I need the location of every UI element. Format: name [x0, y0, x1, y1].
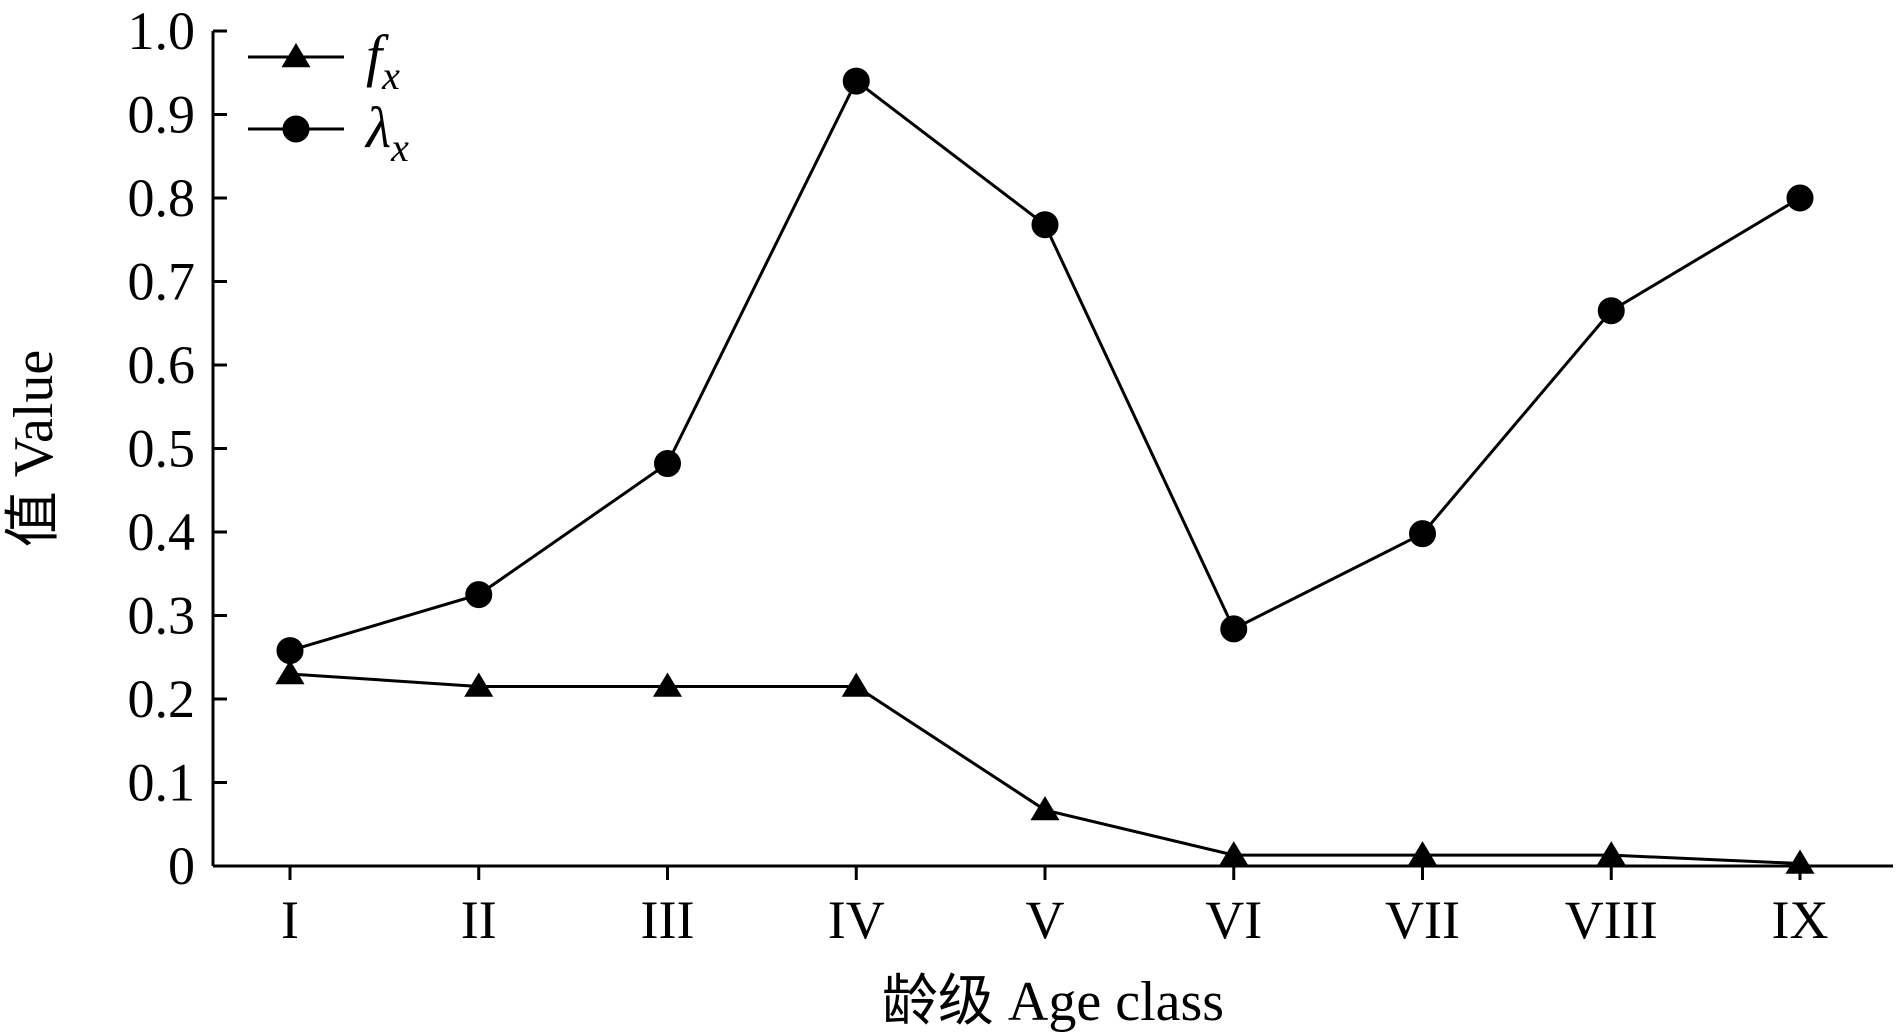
y-tick-label: 0.1: [128, 753, 196, 813]
x-tick-label: V: [1026, 890, 1065, 950]
triangle-marker: [1596, 841, 1626, 866]
series-f-x: [275, 659, 1815, 874]
y-tick-label: 1.0: [128, 1, 196, 61]
y-axis-ticks: 0 0.1 0.2 0.3 0.4 0.5 0.6 0.7 0.8 0.9 1.0: [128, 1, 227, 896]
series-lambda-x: [276, 67, 1814, 665]
legend-label: λx: [364, 95, 409, 170]
y-tick-label: 0: [168, 836, 195, 896]
x-tick-label: IV: [828, 890, 885, 950]
circle-marker: [276, 637, 304, 665]
circle-marker: [1597, 297, 1625, 325]
x-tick-label: IX: [1772, 890, 1829, 950]
series-layer: [275, 67, 1815, 874]
y-tick-label: 0.3: [128, 586, 196, 646]
triangle-marker: [1030, 796, 1060, 821]
triangle-marker: [841, 672, 871, 697]
circle-marker: [654, 450, 681, 478]
triangle-marker: [281, 43, 311, 68]
circle-marker: [842, 67, 870, 95]
y-tick-label: 0.9: [128, 85, 196, 145]
series-line: [289, 672, 1801, 865]
y-tick-label: 0.7: [128, 252, 196, 312]
y-tick-label: 0.2: [128, 669, 196, 729]
x-tick-label: VII: [1385, 890, 1460, 950]
x-axis-ticks: I II III IV V VI VII VIII IX: [281, 866, 1828, 950]
legend-label: fx: [366, 23, 400, 98]
y-tick-label: 0.6: [128, 335, 196, 395]
y-tick-label: 0.4: [128, 502, 196, 562]
legend-entry: fx: [248, 23, 400, 98]
circle-marker: [1031, 211, 1059, 239]
x-tick-label: VI: [1205, 890, 1262, 950]
x-tick-label: II: [461, 890, 497, 950]
y-tick-label: 0.8: [128, 168, 196, 228]
y-axis-title: 值 Value: [3, 350, 65, 548]
x-tick-label: VIII: [1565, 890, 1658, 950]
circle-marker: [1409, 520, 1436, 548]
triangle-marker: [1785, 849, 1815, 874]
circle-marker: [282, 115, 310, 143]
x-tick-label: I: [281, 890, 299, 950]
series-line: [289, 78, 1801, 653]
triangle-marker: [1219, 841, 1249, 866]
y-tick-label: 0.5: [128, 419, 196, 479]
circle-marker: [1220, 615, 1248, 643]
triangle-marker: [464, 672, 494, 697]
x-axis-title: 龄级 Age class: [882, 971, 1224, 1033]
circle-marker: [1786, 184, 1814, 212]
triangle-marker: [275, 659, 305, 685]
triangle-marker: [652, 672, 683, 697]
x-tick-label: III: [641, 890, 695, 950]
legend-entry: λx: [248, 95, 409, 170]
triangle-marker: [1407, 841, 1438, 866]
circle-marker: [465, 581, 493, 609]
